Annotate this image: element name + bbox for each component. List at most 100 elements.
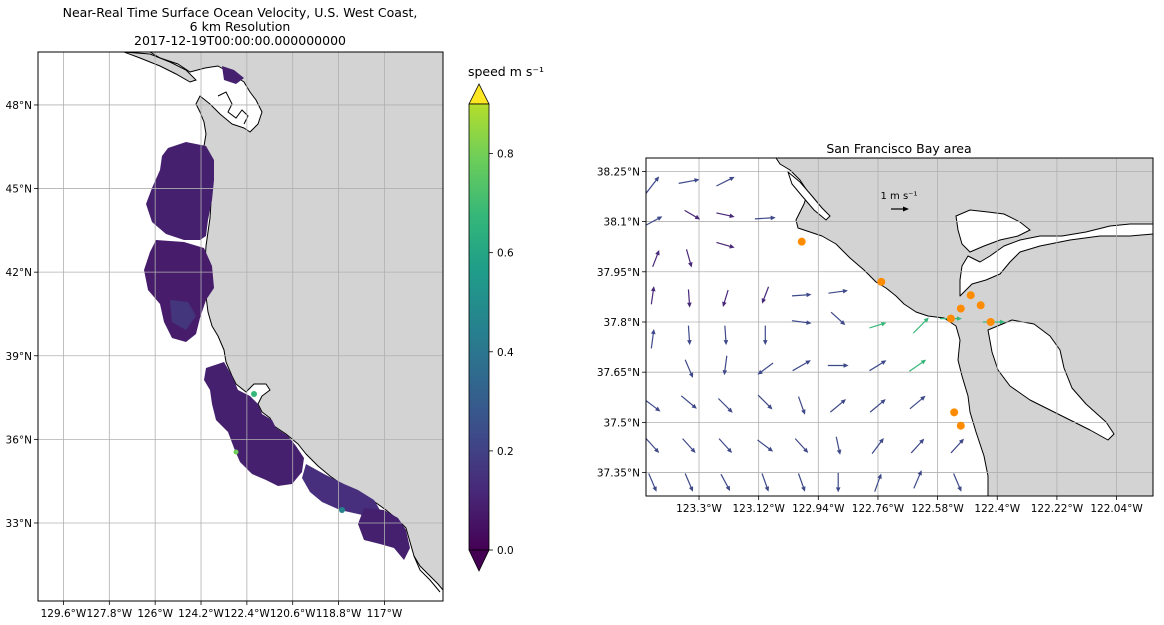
velocity-vector <box>869 360 887 372</box>
vector-head <box>770 215 776 221</box>
right-map-tomales-bay <box>786 170 831 221</box>
x-tick-label: 122.04°W <box>1090 503 1143 515</box>
vector-shaft <box>646 217 661 226</box>
vector-head <box>958 438 964 444</box>
velocity-vector <box>716 212 735 219</box>
velocity-vector <box>835 436 842 455</box>
y-tick-label: 37.35°N <box>597 468 640 480</box>
vector-shaft <box>652 252 659 268</box>
vector-shaft <box>791 320 809 324</box>
velocity-vector <box>797 473 806 492</box>
vector-shaft <box>716 241 732 248</box>
vector-head <box>840 399 846 405</box>
vector-head <box>877 473 882 479</box>
vector-head <box>805 360 811 365</box>
vector-head <box>803 447 809 453</box>
vector-head <box>843 363 849 368</box>
station-point <box>946 314 955 323</box>
vector-shaft <box>685 249 692 265</box>
vector-head <box>654 176 660 182</box>
x-tick-label: 126°W <box>137 608 173 620</box>
vector-head <box>727 407 733 413</box>
vector-head <box>842 288 848 294</box>
station-point <box>976 301 985 310</box>
vector-head <box>654 447 660 453</box>
colorbar-extend-bottom <box>468 549 490 572</box>
vector-shaft <box>797 396 805 413</box>
velocity-vector <box>650 328 656 349</box>
vector-shaft <box>759 362 774 374</box>
vector-shaft <box>718 438 731 452</box>
vector-head <box>688 262 693 268</box>
station-point <box>950 408 959 417</box>
vector-shaft <box>723 289 729 305</box>
vector-shaft <box>646 399 659 411</box>
velocity-vector <box>757 394 773 410</box>
right-map: San Francisco Bay area 1 m s⁻¹ 123.3°W 12… <box>597 141 1154 515</box>
station-point <box>956 421 965 430</box>
y-tick-label: 37.8°N <box>604 317 640 329</box>
velocity-vector <box>830 399 846 413</box>
vector-head <box>757 369 763 375</box>
velocity-vector <box>912 317 929 334</box>
velocity-vector <box>871 438 884 454</box>
velocity-vector <box>652 249 660 268</box>
vector-shaft <box>874 476 881 492</box>
vector-head <box>878 438 884 444</box>
velocity-vector <box>869 321 887 329</box>
station-point <box>956 304 965 313</box>
x-tick-label: 117°W <box>367 608 403 620</box>
vector-shaft <box>792 361 809 372</box>
vector-head <box>880 399 886 405</box>
colorbar-tick-label: 0.8 <box>497 149 514 161</box>
velocity-vector <box>684 473 694 492</box>
velocity-vector <box>646 216 663 226</box>
velocity-vector <box>646 399 661 412</box>
vector-shaft <box>950 440 963 454</box>
velocity-vector <box>718 438 733 453</box>
y-tick-label: 45°N <box>6 184 32 196</box>
vector-head <box>919 438 925 444</box>
x-tick-label: 129.6°W <box>41 608 87 620</box>
vector-head <box>767 404 773 410</box>
velocity-vector <box>791 320 812 325</box>
vector-head <box>836 449 842 455</box>
x-tick-label: 124.2°W <box>178 608 224 620</box>
vector-head <box>688 372 694 378</box>
velocity-vector <box>827 363 849 368</box>
colorbar-tick-label: 0.6 <box>497 248 514 260</box>
vector-shaft <box>682 438 695 452</box>
vector-head <box>801 409 806 415</box>
left-map-speed-coverage <box>144 66 410 560</box>
vector-shaft <box>797 473 805 490</box>
vector-head <box>880 360 887 365</box>
velocity-vector <box>680 395 697 409</box>
vector-head <box>688 486 694 492</box>
vector-head <box>722 369 728 376</box>
vector-head <box>806 320 812 325</box>
station-point <box>966 291 975 300</box>
vector-head <box>729 244 735 249</box>
velocity-vector <box>648 473 657 492</box>
vector-shaft <box>912 319 928 334</box>
vector-head <box>917 470 922 476</box>
velocity-vector <box>687 325 692 346</box>
velocity-vector <box>797 396 806 415</box>
y-tick-label: 42°N <box>6 267 32 279</box>
vector-shaft <box>910 440 923 454</box>
vector-shaft <box>791 294 809 297</box>
vector-head <box>726 447 733 453</box>
y-tick-label: 38.25°N <box>597 166 640 178</box>
vector-shaft <box>869 323 884 329</box>
vector-shaft <box>646 178 658 194</box>
vector-shaft <box>869 400 884 413</box>
colorbar-tick-label: 0.0 <box>497 545 514 557</box>
left-map-island <box>123 52 197 83</box>
colorbar-tick-label: 0.4 <box>497 347 514 359</box>
vector-shaft <box>724 355 728 373</box>
velocity-vector <box>684 209 701 220</box>
velocity-vector <box>835 472 841 493</box>
vector-shaft <box>678 179 697 184</box>
vector-head <box>652 486 657 492</box>
x-tick-label: 120.6°W <box>270 608 316 620</box>
